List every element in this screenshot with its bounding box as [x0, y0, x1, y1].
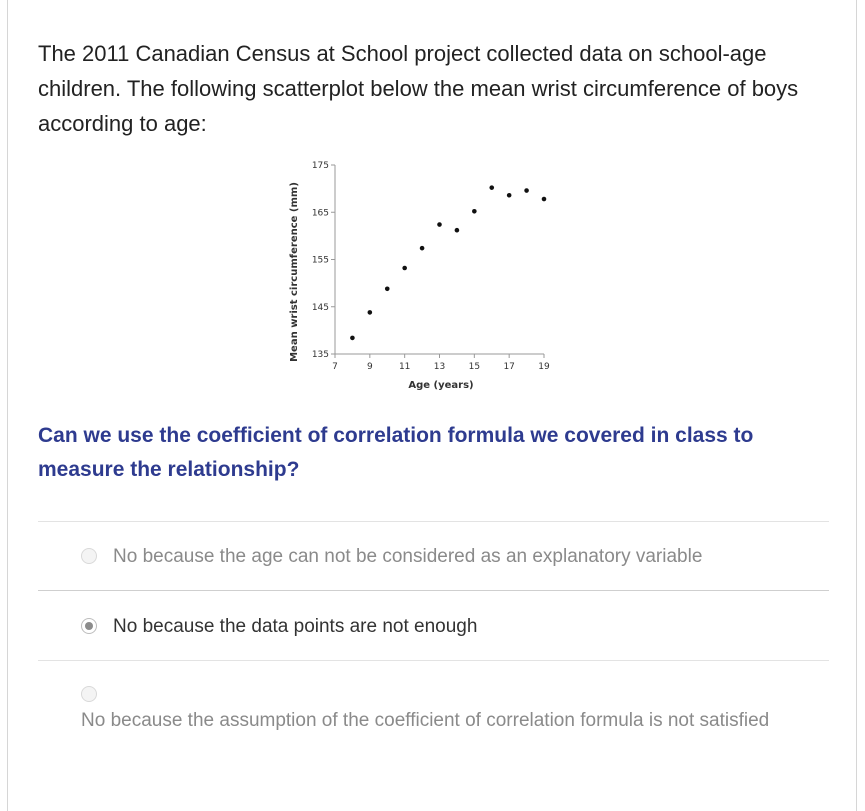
scatter-chart: 135 145 155 165 175 7 9 11 13 15 17 19 Age (years)…: [289, 161, 550, 391]
y-tick-label: 135: [312, 350, 329, 360]
data-point: [402, 265, 407, 271]
data-point: [384, 286, 390, 292]
data-point: [419, 245, 425, 251]
data-point: [472, 209, 477, 214]
option-3-label: No because the assumption of the coeffic…: [81, 710, 770, 731]
option-divider: [38, 590, 829, 591]
x-tick-label: 11: [399, 362, 410, 372]
x-axis-label: Age (years): [408, 380, 473, 391]
data-point: [454, 227, 460, 233]
data-point: [506, 192, 512, 198]
radio-option-3[interactable]: [81, 686, 97, 702]
option-1-label: No because the age can not be considered…: [113, 546, 703, 567]
data-point: [367, 310, 373, 315]
y-axis-ticks: 135 145 155 165 175: [312, 161, 335, 360]
data-point: [489, 185, 495, 190]
option-2-label: No because the data points are not enoug…: [113, 616, 478, 637]
question-intro-text: The 2011 Canadian Census at School proje…: [38, 41, 799, 136]
x-tick-label: 17: [503, 362, 514, 372]
x-tick-label: 7: [332, 362, 338, 372]
chart-axes: [334, 165, 544, 355]
radio-option-1[interactable]: [81, 548, 97, 564]
question-panel: [7, 0, 857, 811]
data-point: [437, 222, 442, 227]
option-divider: [38, 521, 829, 522]
y-tick-label: 145: [312, 303, 329, 313]
option-divider: [38, 660, 829, 661]
y-axis-label: Mean wrist circumference (mm): [289, 182, 300, 362]
question-prompt: Can we use the coefficient of correlatio…: [38, 424, 754, 481]
y-tick-label: 155: [312, 256, 329, 266]
data-point: [541, 196, 547, 202]
data-points: [350, 185, 547, 341]
x-axis-ticks: 7 9 11 13 15 17 19: [332, 354, 550, 372]
y-tick-label: 165: [312, 208, 329, 218]
data-point: [524, 188, 529, 193]
x-tick-label: 13: [434, 362, 445, 372]
x-tick-label: 15: [469, 362, 480, 372]
radio-option-2-selected[interactable]: [81, 618, 97, 634]
data-point: [350, 335, 355, 341]
y-tick-label: 175: [312, 161, 329, 171]
x-tick-label: 9: [367, 362, 373, 372]
x-tick-label: 19: [538, 362, 550, 372]
